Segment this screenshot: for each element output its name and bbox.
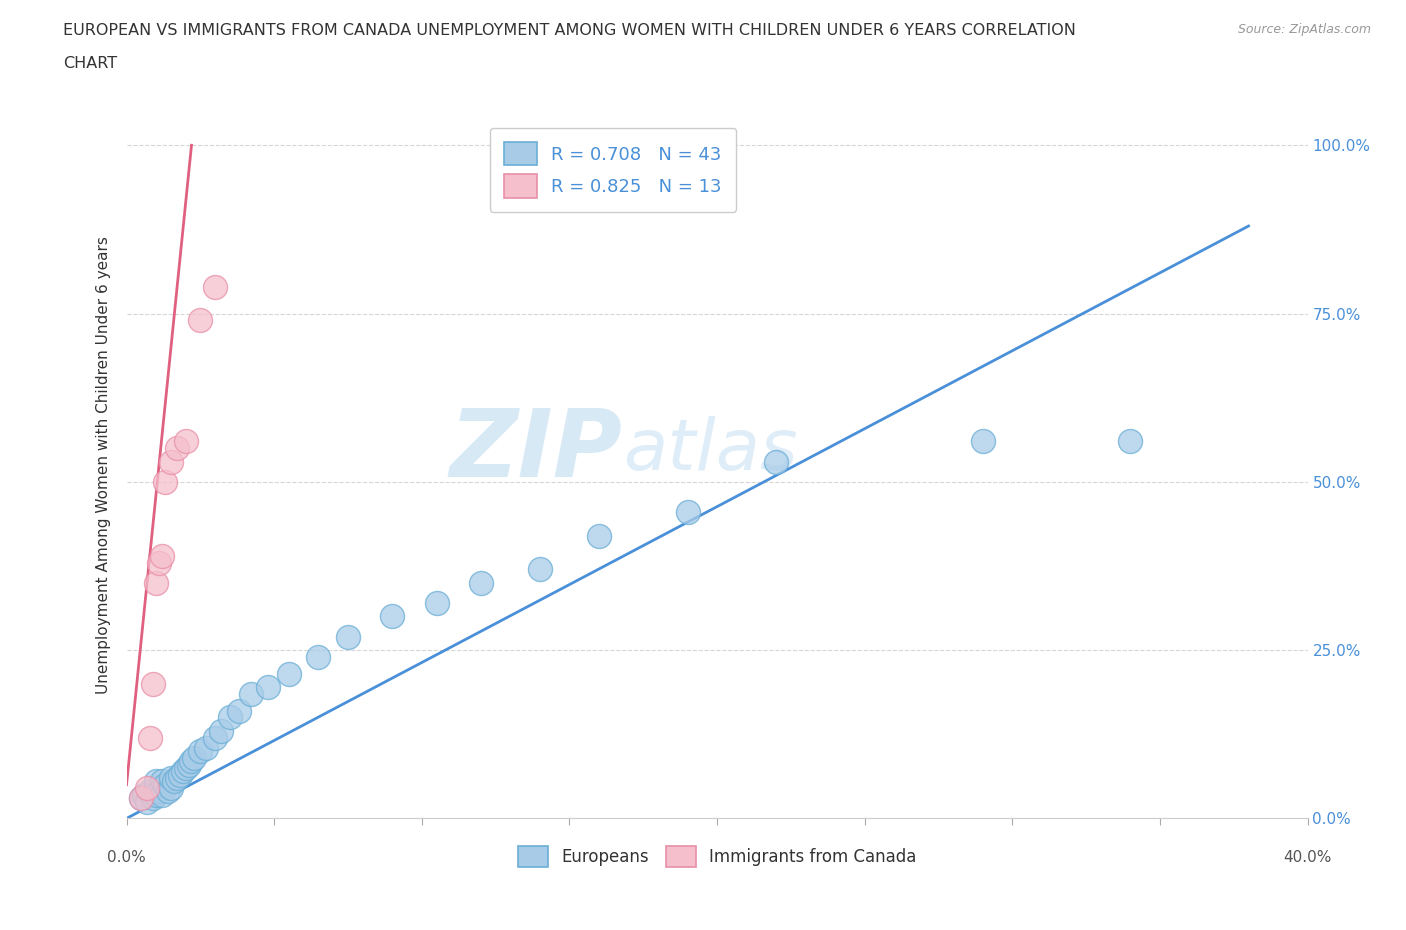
Point	[257, 680, 280, 695]
Point	[381, 609, 404, 624]
Point	[150, 549, 173, 564]
Point	[153, 474, 176, 489]
Point	[209, 724, 232, 738]
Text: 40.0%: 40.0%	[1284, 850, 1331, 865]
Point	[163, 774, 186, 789]
Point	[588, 528, 610, 543]
Point	[188, 312, 212, 327]
Point	[166, 771, 188, 786]
Text: 0.0%: 0.0%	[107, 850, 146, 865]
Point	[177, 757, 200, 772]
Point	[228, 703, 250, 718]
Point	[529, 562, 551, 577]
Point	[278, 666, 301, 681]
Point	[180, 753, 202, 768]
Point	[204, 279, 226, 294]
Text: Source: ZipAtlas.com: Source: ZipAtlas.com	[1237, 23, 1371, 36]
Point	[166, 441, 188, 456]
Point	[195, 740, 218, 755]
Point	[145, 774, 167, 789]
Point	[676, 505, 699, 520]
Point	[142, 676, 165, 691]
Point	[169, 767, 191, 782]
Point	[139, 784, 162, 799]
Point	[148, 555, 170, 570]
Point	[470, 576, 492, 591]
Point	[972, 434, 994, 449]
Text: EUROPEAN VS IMMIGRANTS FROM CANADA UNEMPLOYMENT AMONG WOMEN WITH CHILDREN UNDER : EUROPEAN VS IMMIGRANTS FROM CANADA UNEMP…	[63, 23, 1076, 38]
Point	[160, 454, 183, 469]
Point	[156, 784, 179, 799]
Point	[145, 780, 167, 795]
Point	[172, 764, 194, 778]
Point	[142, 790, 165, 805]
Point	[188, 744, 212, 759]
Point	[150, 788, 173, 803]
Legend: Europeans, Immigrants from Canada: Europeans, Immigrants from Canada	[512, 839, 922, 873]
Point	[150, 774, 173, 789]
Y-axis label: Unemployment Among Women with Children Under 6 years: Unemployment Among Women with Children U…	[96, 236, 111, 694]
Point	[153, 777, 176, 792]
Point	[765, 454, 787, 469]
Point	[425, 595, 447, 610]
Point	[239, 686, 262, 701]
Point	[174, 434, 197, 449]
Point	[139, 730, 162, 745]
Point	[174, 761, 197, 776]
Point	[145, 576, 167, 591]
Point	[129, 790, 153, 805]
Point	[129, 790, 153, 805]
Point	[183, 751, 205, 765]
Point	[136, 780, 159, 795]
Text: ZIP: ZIP	[450, 405, 623, 497]
Point	[160, 771, 183, 786]
Point	[204, 730, 226, 745]
Point	[145, 788, 167, 803]
Point	[136, 794, 159, 809]
Point	[337, 630, 360, 644]
Point	[1119, 434, 1142, 449]
Point	[148, 784, 170, 799]
Text: atlas: atlas	[623, 417, 797, 485]
Point	[160, 780, 183, 795]
Text: CHART: CHART	[63, 56, 117, 71]
Point	[308, 649, 330, 664]
Point	[134, 788, 156, 803]
Point	[219, 710, 242, 724]
